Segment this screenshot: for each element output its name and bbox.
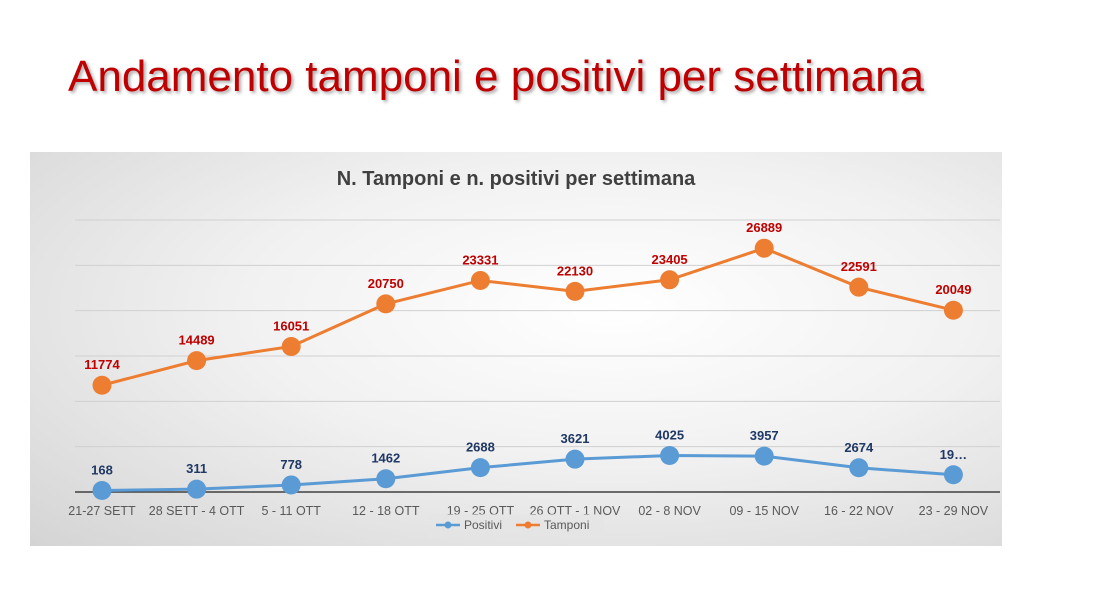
chart-title: N. Tamponi e n. positivi per settimana bbox=[337, 168, 696, 190]
series-line-tamponi bbox=[101, 246, 954, 387]
data-label-positivi: 3957 bbox=[750, 428, 779, 443]
chart: N. Tamponi e n. positivi per settimana 21… bbox=[30, 152, 1002, 546]
data-label-positivi: 168 bbox=[91, 462, 113, 477]
data-point-positivi bbox=[376, 469, 396, 489]
data-label-positivi: 19… bbox=[940, 447, 967, 462]
data-label-tamponi: 23331 bbox=[462, 252, 498, 267]
data-point-tamponi bbox=[92, 375, 112, 395]
data-label-tamponi: 23405 bbox=[652, 252, 688, 267]
data-point-positivi bbox=[470, 458, 490, 478]
x-tick-label: 02 - 8 NOV bbox=[638, 504, 701, 518]
data-point-tamponi bbox=[187, 351, 207, 371]
x-tick-label: 16 - 22 NOV bbox=[824, 504, 894, 518]
data-point-tamponi bbox=[754, 238, 774, 258]
legend-marker-positivi bbox=[444, 521, 452, 529]
data-point-positivi bbox=[943, 465, 963, 485]
data-point-positivi bbox=[660, 446, 680, 466]
data-label-tamponi: 14489 bbox=[179, 333, 215, 348]
x-tick-label: 21-27 SETT bbox=[68, 504, 136, 518]
data-point-positivi bbox=[565, 449, 585, 469]
data-label-tamponi: 22591 bbox=[841, 259, 877, 274]
x-tick-label: 5 - 11 OTT bbox=[261, 504, 321, 518]
data-label-tamponi: 20750 bbox=[368, 276, 404, 291]
x-tick-label: 23 - 29 NOV bbox=[919, 504, 989, 518]
legend-label-positivi: Positivi bbox=[464, 518, 502, 532]
x-tick-label: 12 - 18 OTT bbox=[352, 504, 420, 518]
data-point-tamponi bbox=[470, 270, 490, 290]
legend-marker-tamponi bbox=[524, 521, 532, 529]
data-label-positivi: 4025 bbox=[655, 428, 684, 443]
data-label-positivi: 2674 bbox=[844, 440, 874, 455]
data-label-positivi: 778 bbox=[280, 457, 302, 472]
slide-title: Andamento tamponi e positivi per settima… bbox=[68, 52, 925, 101]
data-point-tamponi bbox=[565, 281, 585, 301]
data-label-positivi: 1462 bbox=[371, 451, 400, 466]
data-label-positivi: 311 bbox=[186, 461, 207, 476]
chart-svg: N. Tamponi e n. positivi per settimana 21… bbox=[68, 168, 1000, 538]
x-tick-label: 28 SETT - 4 OTT bbox=[149, 504, 245, 518]
data-point-tamponi bbox=[943, 300, 963, 320]
data-point-positivi bbox=[754, 446, 774, 466]
data-point-tamponi bbox=[281, 336, 301, 356]
data-point-tamponi bbox=[376, 294, 396, 314]
x-tick-label: 09 - 15 NOV bbox=[729, 504, 799, 518]
data-label-tamponi: 16051 bbox=[273, 318, 309, 333]
data-point-positivi bbox=[281, 475, 301, 495]
data-label-tamponi: 20049 bbox=[935, 282, 971, 297]
legend-label-tamponi: Tamponi bbox=[544, 518, 589, 532]
data-label-tamponi: 11774 bbox=[84, 357, 120, 372]
data-point-positivi bbox=[849, 458, 869, 478]
data-label-positivi: 3621 bbox=[561, 431, 590, 446]
data-label-tamponi: 26889 bbox=[746, 220, 782, 235]
data-point-positivi bbox=[92, 480, 112, 500]
data-point-tamponi bbox=[849, 277, 869, 297]
data-label-tamponi: 22130 bbox=[557, 263, 593, 278]
data-point-tamponi bbox=[660, 270, 680, 290]
series-line-positivi bbox=[101, 454, 954, 492]
data-label-positivi: 2688 bbox=[466, 440, 495, 455]
data-point-positivi bbox=[187, 479, 207, 499]
